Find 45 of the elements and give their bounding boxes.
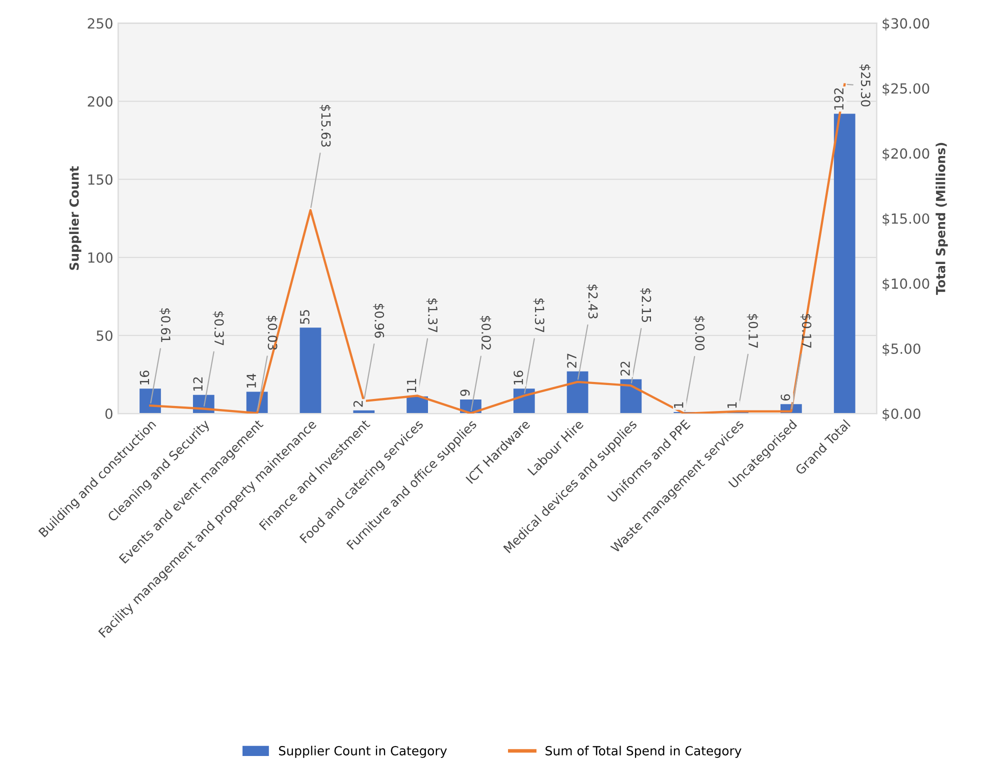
- y2-tick-label: $25.00: [882, 82, 930, 96]
- data-label: 12: [193, 377, 202, 391]
- y-tick-label: 50: [96, 330, 112, 341]
- y2-axis-title: Total Spend (Millions): [936, 142, 948, 295]
- data-label: 1: [674, 402, 684, 408]
- y2-tick-label: $10.00: [882, 278, 930, 291]
- y-axis-title: Supplier Count: [69, 166, 82, 270]
- data-label: 192: [834, 88, 844, 110]
- data-label: 16: [140, 370, 150, 384]
- data-label: $25.30: [859, 64, 871, 106]
- data-label: $15.63: [320, 104, 331, 147]
- y2-tick-label: $5.00: [882, 343, 920, 356]
- data-label: $0.02: [480, 316, 492, 350]
- y-tick-label: 250: [88, 18, 112, 29]
- legend-label: Supplier Count in Category: [279, 746, 447, 758]
- data-label: $2.15: [640, 288, 652, 322]
- data-label: 27: [567, 354, 576, 368]
- data-label: $1.37: [533, 298, 545, 332]
- data-label: $0.00: [693, 316, 705, 350]
- data-label: 55: [300, 310, 310, 324]
- y2-tick-label: $15.00: [882, 213, 930, 226]
- data-label: $2.43: [586, 284, 598, 318]
- data-label: 22: [620, 362, 630, 376]
- y-tick-label: 0: [105, 408, 112, 420]
- y-tick-label: 200: [88, 96, 112, 107]
- data-label: 14: [246, 374, 256, 388]
- y2-tick-label: $20.00: [882, 148, 930, 161]
- data-label: 6: [780, 394, 790, 401]
- data-label: 11: [406, 378, 416, 392]
- y2-tick-label: $0.00: [882, 408, 920, 421]
- data-label: $0.03: [266, 316, 278, 350]
- data-label: $0.37: [212, 311, 224, 346]
- y-tick-label: 100: [88, 252, 112, 263]
- data-label: $0.17: [746, 314, 758, 348]
- data-label: 9: [460, 390, 470, 396]
- legend-label: Sum of Total Spend in Category: [546, 746, 742, 758]
- data-label: 1: [727, 402, 737, 408]
- data-label: $1.37: [426, 298, 438, 332]
- data-label: $0.61: [159, 308, 171, 342]
- data-label: $0.17: [800, 314, 812, 348]
- data-label: $0.96: [372, 304, 384, 338]
- data-label: 2: [353, 400, 363, 407]
- y-tick-label: 150: [88, 174, 112, 185]
- y2-tick-label: $30.00: [882, 18, 930, 31]
- data-label: 16: [514, 370, 524, 384]
